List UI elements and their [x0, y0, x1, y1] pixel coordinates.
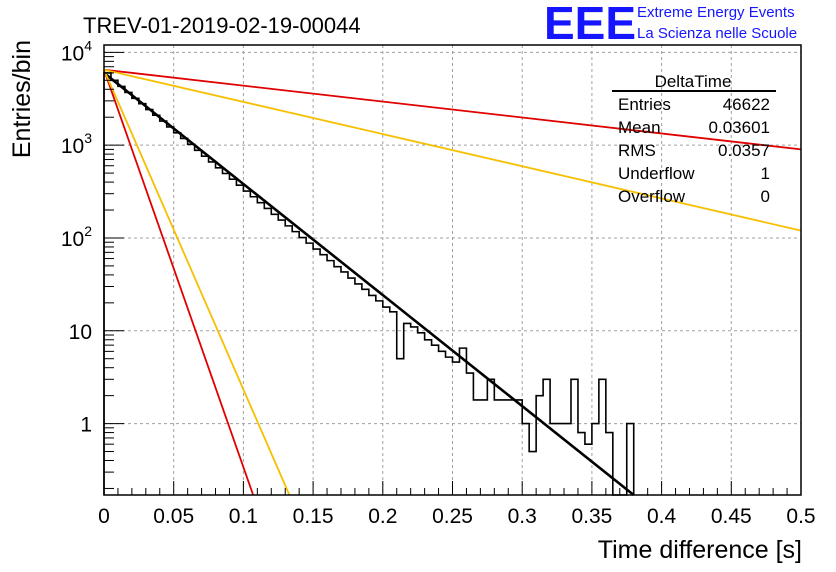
y-tick-label: 104: [61, 37, 92, 65]
stats-label: Underflow: [618, 164, 695, 183]
logo-mark: EEE: [544, 0, 636, 49]
y-tick-label: 10: [69, 321, 92, 344]
stats-value: 46622: [723, 95, 770, 114]
axis-ticks: [103, 51, 802, 495]
y-tick-label: 102: [61, 223, 92, 251]
fit-line-yellow: [103, 68, 802, 232]
x-tick-label: 0.5: [786, 505, 815, 528]
run-title: TREV-01-2019-02-19-00044: [83, 13, 361, 38]
x-tick-label: 0: [98, 505, 110, 528]
y-axis-label: Entries/bin: [8, 40, 36, 158]
histogram: [103, 72, 635, 496]
x-tick-label: 0.2: [368, 505, 397, 528]
x-axis-label: Time difference [s]: [598, 536, 802, 564]
y-tick-labels: 1 10 102 103 104: [61, 37, 92, 436]
stats-label: Overflow: [618, 187, 686, 206]
fit-line-red: [103, 68, 802, 151]
x-tick-label: 0.15: [293, 505, 334, 528]
logo-line-1: Extreme Energy Events: [637, 4, 795, 21]
grid: [104, 45, 801, 495]
x-tick-label: 0.1: [229, 505, 258, 528]
x-tick-label: 0.25: [432, 505, 473, 528]
fit-line-black: [103, 71, 635, 497]
y-tick-label: 103: [61, 130, 92, 158]
logo-line-2: La Scienza nelle Scuole: [637, 25, 797, 42]
stats-label: Entries: [618, 95, 671, 114]
x-tick-label: 0.35: [571, 505, 612, 528]
stats-value: 0.03601: [709, 118, 770, 137]
stats-value: 0.0357: [718, 141, 770, 160]
fit-line-red: [103, 69, 255, 496]
stats-title: DeltaTime: [655, 72, 732, 91]
stats-label: Mean: [618, 118, 661, 137]
stats-value: 1: [761, 164, 770, 183]
y-tick-label: 1: [80, 414, 92, 437]
fit-line-yellow: [103, 69, 291, 496]
x-tick-labels: 0 0.05 0.1 0.15 0.2 0.25 0.3 0.35 0.4 0.45 0.5: [98, 505, 815, 528]
x-tick-label: 0.45: [711, 505, 752, 528]
x-tick-label: 0.3: [508, 505, 537, 528]
x-tick-label: 0.05: [153, 505, 194, 528]
eee-logo: EEE Extreme Energy Events La Scienza nel…: [544, 0, 797, 49]
fit-curves: [103, 68, 802, 497]
x-tick-label: 0.4: [647, 505, 677, 528]
stats-box: DeltaTime Entries 46622 Mean 0.03601 RMS 0.03…: [612, 72, 776, 206]
stats-label: RMS: [618, 141, 656, 160]
stats-value: 0: [761, 187, 770, 206]
